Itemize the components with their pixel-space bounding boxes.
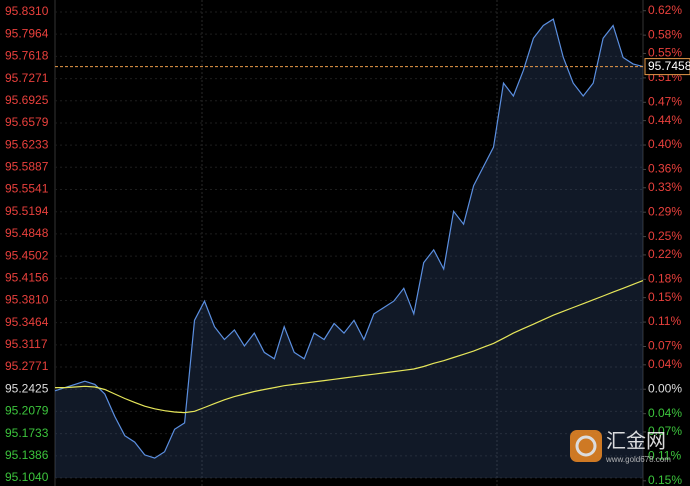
- y-tick-label: 95.1733: [5, 426, 49, 440]
- y2-tick-label: 0.18%: [648, 272, 682, 286]
- y-tick-label: 95.2425: [5, 381, 49, 395]
- watermark: 汇金网 www.gold678.com: [570, 429, 671, 464]
- y-tick-label: 95.3810: [5, 293, 49, 307]
- y2-tick-label: 0.00%: [648, 381, 682, 395]
- last-price-label: 95.7458: [648, 59, 690, 73]
- y-tick-label: 95.7964: [5, 26, 49, 40]
- y2-tick-label: 0.36%: [648, 162, 682, 176]
- last-price-box: [644, 58, 690, 76]
- y-tick-label: 95.6579: [5, 115, 49, 129]
- y2-tick-label: 0.25%: [648, 229, 682, 243]
- y-tick-label: 95.5887: [5, 159, 49, 173]
- y2-tick-label: 0.62%: [648, 3, 682, 17]
- y-tick-label: 95.8310: [5, 4, 49, 18]
- y2-tick-label: 0.29%: [648, 204, 682, 218]
- y-tick-label: 95.1040: [5, 470, 49, 484]
- logo-mark: [575, 435, 597, 457]
- y2-tick-label: 0.58%: [648, 27, 682, 41]
- y2-tick-label: 0.15%: [648, 290, 682, 304]
- y-tick-label: 95.5194: [5, 204, 49, 218]
- y-tick-label: 95.5541: [5, 182, 49, 196]
- y-tick-label: 95.4848: [5, 226, 49, 240]
- series-line: [55, 280, 644, 414]
- y2-tick-label: 0.15%: [648, 473, 682, 486]
- y-tick-label: 95.4156: [5, 270, 49, 284]
- series-line: [54, 18, 644, 459]
- y-tick-label: 95.3464: [5, 315, 49, 329]
- y2-tick-label: 0.07%: [648, 424, 682, 438]
- y-tick-label: 95.7618: [5, 49, 49, 63]
- y-tick-label: 95.7271: [5, 71, 49, 85]
- y-tick-label: 95.2771: [5, 359, 49, 373]
- y2-tick-label: 0.11%: [648, 314, 681, 328]
- y2-tick-label: 0.22%: [648, 247, 682, 261]
- y-tick-label: 95.6233: [5, 137, 49, 151]
- y2-tick-label: 0.04%: [648, 406, 682, 420]
- y2-tick-label: 0.44%: [648, 113, 682, 127]
- watermark-url: www.gold678.com: [605, 455, 671, 464]
- y-tick-label: 95.6925: [5, 93, 49, 107]
- y2-tick-label: 0.11%: [648, 449, 681, 463]
- logo-icon: [570, 430, 602, 462]
- y2-tick-label: 0.33%: [648, 180, 682, 194]
- watermark-name: 汇金网: [606, 429, 666, 452]
- y2-tick-label: 0.04%: [648, 357, 682, 371]
- y2-tick-label: 0.40%: [648, 137, 682, 151]
- y-tick-label: 95.1386: [5, 448, 49, 462]
- y2-tick-label: 0.07%: [648, 339, 682, 353]
- y2-tick-label: 0.55%: [648, 46, 682, 60]
- y-tick-label: 95.4502: [5, 248, 49, 262]
- y-tick-label: 95.3117: [5, 337, 48, 351]
- y2-tick-label: 0.47%: [648, 94, 682, 108]
- y-tick-label: 95.2079: [5, 404, 49, 418]
